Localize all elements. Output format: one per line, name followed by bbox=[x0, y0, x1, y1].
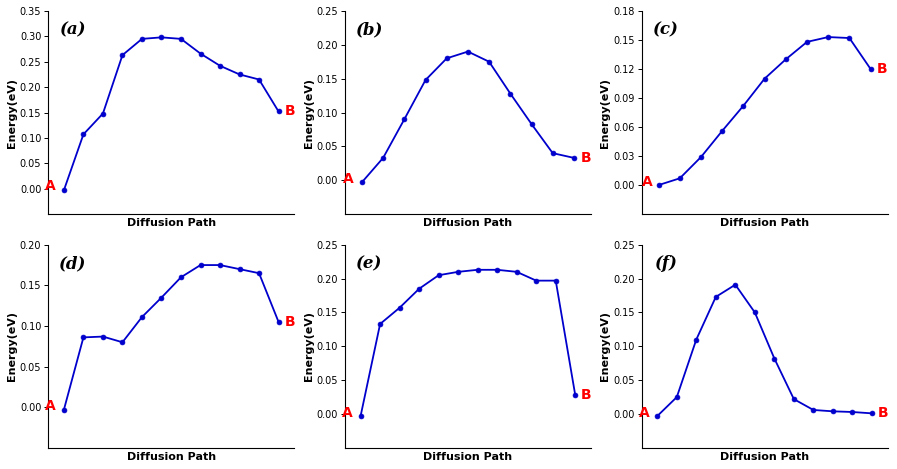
Text: A: A bbox=[46, 179, 57, 193]
Text: (a): (a) bbox=[59, 21, 86, 38]
Y-axis label: Energy(eV): Energy(eV) bbox=[7, 311, 17, 381]
X-axis label: Diffusion Path: Diffusion Path bbox=[423, 452, 512, 462]
Text: B: B bbox=[877, 62, 887, 76]
Text: A: A bbox=[342, 406, 353, 420]
Text: A: A bbox=[641, 175, 652, 189]
X-axis label: Diffusion Path: Diffusion Path bbox=[423, 218, 512, 228]
X-axis label: Diffusion Path: Diffusion Path bbox=[126, 452, 216, 462]
Text: (c): (c) bbox=[653, 21, 679, 38]
X-axis label: Diffusion Path: Diffusion Path bbox=[720, 218, 809, 228]
Text: B: B bbox=[581, 388, 592, 402]
Text: (f): (f) bbox=[655, 255, 678, 272]
Text: (d): (d) bbox=[59, 255, 87, 272]
Text: (b): (b) bbox=[356, 21, 383, 38]
Y-axis label: Energy(eV): Energy(eV) bbox=[600, 311, 610, 381]
Text: B: B bbox=[284, 315, 295, 329]
Text: B: B bbox=[878, 406, 888, 420]
X-axis label: Diffusion Path: Diffusion Path bbox=[126, 218, 216, 228]
Text: B: B bbox=[284, 105, 295, 119]
Y-axis label: Energy(eV): Energy(eV) bbox=[7, 77, 17, 148]
Text: A: A bbox=[343, 172, 353, 186]
X-axis label: Diffusion Path: Diffusion Path bbox=[720, 452, 809, 462]
Y-axis label: Energy(eV): Energy(eV) bbox=[303, 311, 314, 381]
Text: (e): (e) bbox=[356, 255, 383, 272]
Y-axis label: Energy(eV): Energy(eV) bbox=[303, 77, 314, 148]
Y-axis label: Energy(eV): Energy(eV) bbox=[600, 77, 611, 148]
Text: A: A bbox=[46, 400, 57, 414]
Text: A: A bbox=[639, 406, 649, 420]
Text: B: B bbox=[580, 151, 591, 165]
